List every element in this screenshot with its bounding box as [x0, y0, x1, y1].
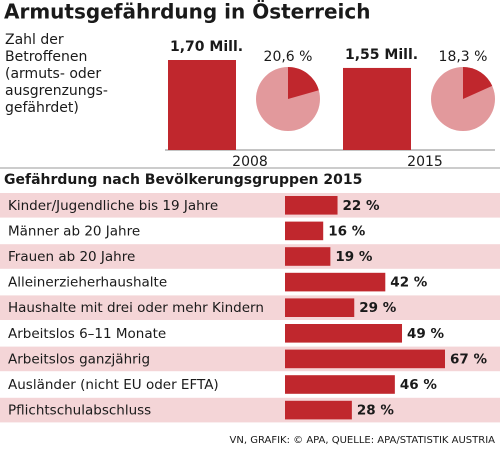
- category-label: Frauen ab 20 Jahre: [8, 249, 135, 265]
- value-label: 1,70 Mill.: [170, 39, 243, 55]
- bar: [285, 221, 324, 241]
- pie-slice: [463, 67, 493, 99]
- value-label: 46 %: [400, 377, 437, 393]
- category-label: Kinder/Jugendliche bis 19 Jahre: [8, 198, 218, 214]
- category-label: Alleinerzieherhaushalte: [8, 275, 167, 291]
- value-label: 16 %: [328, 223, 365, 239]
- category-label: 2015: [407, 154, 443, 170]
- category-label: Männer ab 20 Jahre: [8, 223, 140, 239]
- bar: [168, 60, 236, 150]
- value-label: 22 %: [343, 198, 380, 214]
- bar: [285, 196, 338, 215]
- row-band: [0, 244, 500, 269]
- value-label: 42 %: [390, 275, 427, 291]
- bar: [285, 400, 352, 420]
- bar: [285, 247, 331, 266]
- group-label: Betroffenen: [5, 49, 87, 65]
- bar: [343, 67, 411, 150]
- category-label: Arbeitslos 6–11 Monate: [8, 326, 166, 342]
- source: VN, GRAFIK: © APA, QUELLE: APA/STATISTIK…: [230, 435, 496, 446]
- title: Armutsgefährdung in Österreich: [4, 0, 370, 24]
- bar: [285, 375, 395, 394]
- row-band: [0, 295, 500, 320]
- bar: [285, 349, 445, 369]
- group-label: (armuts- oder: [5, 66, 101, 82]
- bar: [285, 324, 403, 343]
- category-label: 2008: [232, 154, 268, 170]
- section-title: Gefährdung nach Bevölkerungsgruppen 2015: [4, 172, 362, 188]
- pie-label: 18,3 %: [439, 49, 488, 65]
- category-label: Haushalte mit drei oder mehr Kindern: [8, 300, 264, 316]
- pie-slice: [288, 67, 319, 99]
- bar: [285, 272, 386, 292]
- category-label: Pflichtschulabschluss: [8, 403, 151, 419]
- group-label: ausgrenzungs-: [5, 83, 108, 99]
- bar: [285, 298, 355, 317]
- category-label: Ausländer (nicht EU oder EFTA): [8, 377, 219, 393]
- value-label: 49 %: [407, 326, 444, 342]
- category-label: Arbeitslos ganzjährig: [8, 351, 150, 367]
- value-label: 28 %: [357, 403, 394, 419]
- group-label: gefährdet): [5, 100, 79, 116]
- value-label: 29 %: [359, 300, 396, 316]
- group-label: Zahl der: [5, 32, 64, 48]
- pie-label: 20,6 %: [264, 49, 313, 65]
- value-label: 19 %: [335, 249, 372, 265]
- value-label: 67 %: [450, 351, 487, 367]
- row-band: [0, 397, 500, 423]
- value-label: 1,55 Mill.: [345, 47, 418, 63]
- row-band: [0, 193, 500, 218]
